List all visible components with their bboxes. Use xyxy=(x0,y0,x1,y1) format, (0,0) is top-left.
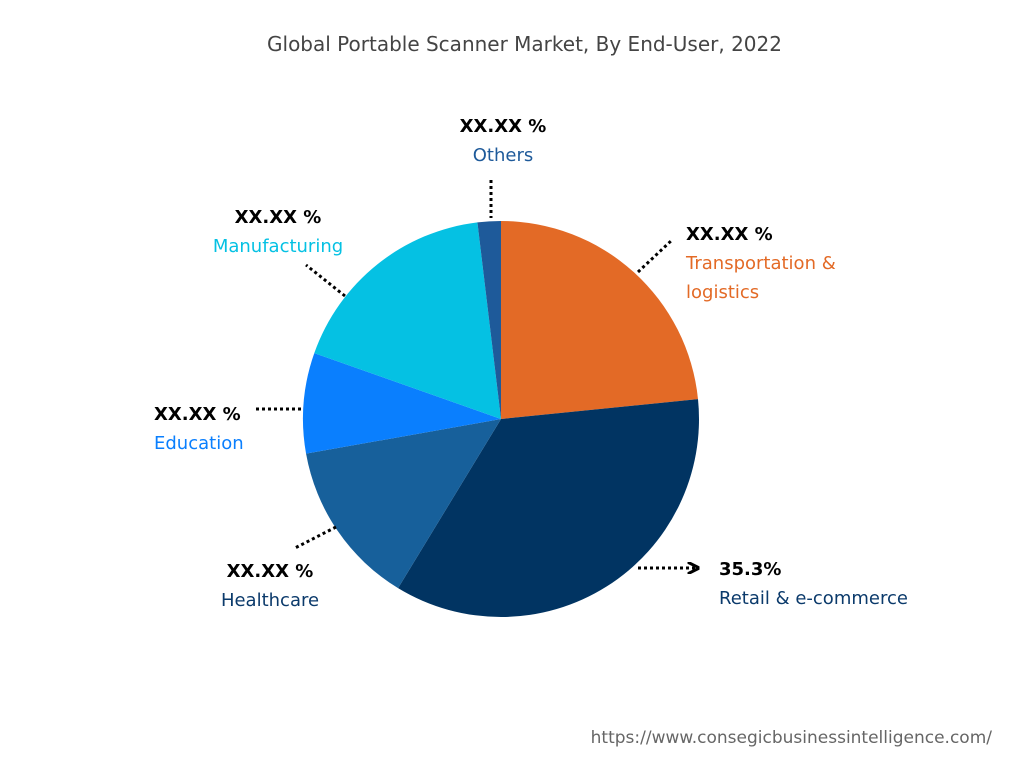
category-label: Transportation & logistics xyxy=(686,253,836,303)
slice-label: XX.XX % Others xyxy=(403,112,603,170)
value-label: XX.XX % xyxy=(226,561,314,582)
category-label: Manufacturing xyxy=(212,236,344,257)
value-label: XX.XX % xyxy=(154,404,241,425)
slice-label: XX.XX % Manufacturing xyxy=(178,203,378,261)
pie-slice xyxy=(314,222,501,419)
pie-slice xyxy=(501,221,699,419)
chart-title: Global Portable Scanner Market, By End-U… xyxy=(267,32,782,56)
value-label: 35.3% xyxy=(719,559,782,580)
slice-label: XX.XX % Healthcare xyxy=(170,557,370,615)
leader-line xyxy=(294,525,337,550)
pie-slice xyxy=(306,419,501,589)
value-label: XX.XX % xyxy=(459,116,547,137)
value-label: XX.XX % xyxy=(686,224,773,245)
slice-label: 35.3% Retail & e-commerce xyxy=(719,555,959,613)
value-label: XX.XX % xyxy=(234,207,322,228)
source-url: https://www.consegicbusinessintelligence… xyxy=(590,728,992,748)
pie-slice xyxy=(303,353,501,454)
slice-label: XX.XX % Education xyxy=(154,400,274,458)
category-label: Others xyxy=(472,145,534,166)
pie-slice xyxy=(477,221,501,419)
category-label: Healthcare xyxy=(220,590,320,611)
category-label: Retail & e-commerce xyxy=(719,588,908,609)
slice-label: XX.XX % Transportation & logistics xyxy=(686,220,866,307)
leader-line xyxy=(636,238,674,274)
pie-slice xyxy=(398,399,699,617)
leader-line xyxy=(305,263,346,298)
category-label: Education xyxy=(154,433,244,454)
